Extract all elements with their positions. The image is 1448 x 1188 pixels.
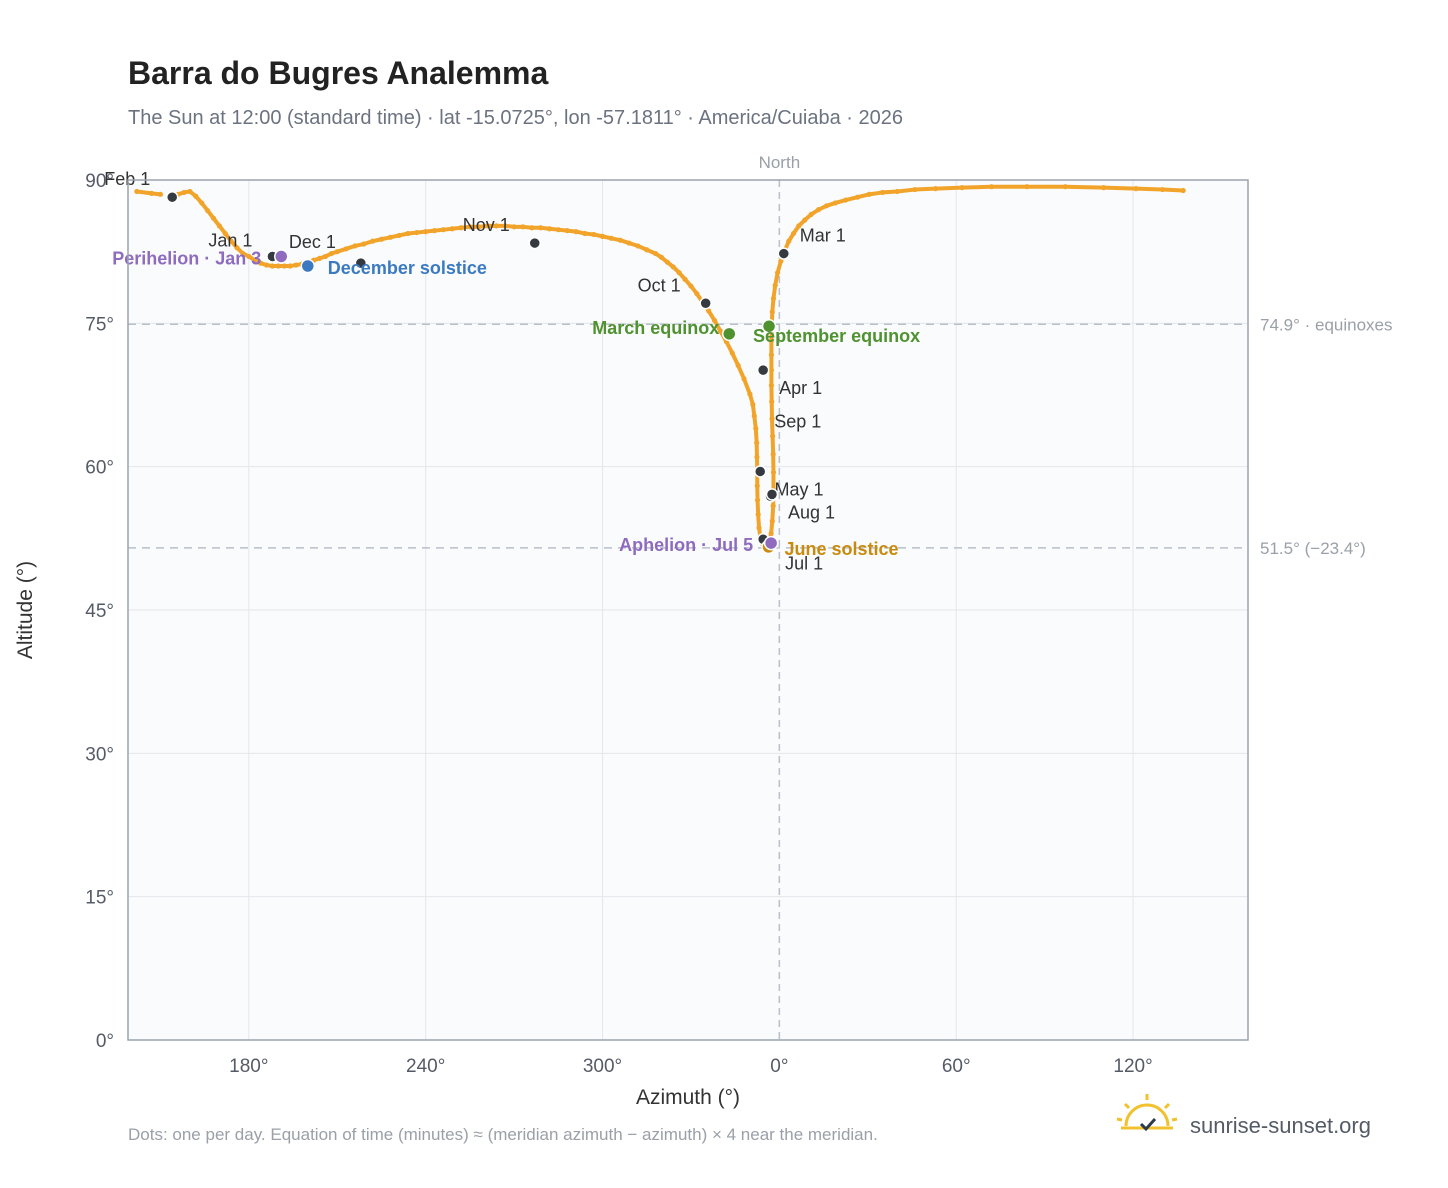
axis-ticks: 180° 240° 300° 0° 60° 120° 0° 15° 30° 45° 60° 75° 90… (85, 171, 1152, 1077)
path-segment (960, 184, 994, 190)
event-label: Perihelion · Jan 3 (112, 248, 261, 268)
month-label: Sep 1 (774, 411, 821, 431)
y-tick-label: 90° (85, 171, 114, 192)
sunrise-check-icon (1116, 1094, 1178, 1132)
month-label: Feb 1 (104, 169, 150, 189)
path-segment (770, 416, 775, 439)
path-segment (1101, 185, 1138, 191)
path-segment (1160, 187, 1186, 193)
event-marker (722, 326, 737, 342)
month-label: May 1 (775, 479, 824, 499)
analemma-path (134, 184, 1186, 550)
reference-lines: 74.9° · equinoxes 51.5° (−23.4°) (128, 180, 1393, 1040)
month-label: Oct 1 (638, 275, 681, 295)
day-dot (1180, 187, 1186, 194)
month-label: Dec 1 (289, 232, 336, 252)
y-tick-label: 60° (85, 458, 114, 479)
month-markers: Jan 1 Feb 1 Mar 1 Apr 1 May 1 Jul 1 Aug 1 Sep 1… (104, 169, 846, 573)
path-segment (770, 434, 776, 457)
x-tick-label: 180° (229, 1056, 268, 1077)
month-marker (753, 465, 767, 478)
x-tick-label: 240° (406, 1056, 445, 1077)
month-marker (756, 363, 770, 377)
path-segment (912, 186, 938, 192)
plot-frame (127, 179, 1249, 1041)
month-marker (765, 488, 779, 501)
y-tick-label: 0° (96, 1031, 114, 1052)
y-tick-label: 45° (85, 601, 114, 622)
event-label: September equinox (753, 326, 920, 346)
reference-line-label: 51.5° (−23.4°) (1260, 539, 1366, 558)
x-tick-label: 300° (583, 1056, 622, 1077)
footnote: Dots: one per day. Equation of time (min… (128, 1125, 878, 1144)
x-tick-label: 0° (770, 1056, 788, 1077)
month-marker (165, 190, 179, 204)
chart-subtitle: The Sun at 12:00 (standard time) · lat -… (128, 107, 903, 129)
y-tick-label: 30° (85, 744, 114, 765)
path-segment (933, 185, 965, 191)
y-tick-label: 75° (85, 314, 114, 335)
reference-line-label: 74.9° · equinoxes (1260, 315, 1393, 334)
path-segment (1134, 186, 1165, 192)
brand-name: sunrise-sunset.org (1190, 1113, 1371, 1138)
event-label: December solstice (328, 258, 487, 278)
month-label: Mar 1 (800, 226, 846, 246)
month-marker (777, 247, 791, 260)
grid-lines (128, 180, 1248, 1040)
path-segment (895, 187, 917, 194)
month-marker (528, 236, 541, 250)
event-marker (274, 249, 289, 264)
meridian-label: North (759, 153, 801, 172)
month-label: Jul 1 (785, 553, 823, 573)
month-marker (354, 256, 368, 270)
event-label: Aphelion · Jul 5 (619, 535, 753, 555)
chart-title: Barra do Bugres Analemma (128, 55, 548, 91)
month-label: Nov 1 (463, 215, 510, 235)
x-tick-label: 60° (942, 1056, 971, 1077)
month-label: Apr 1 (779, 378, 822, 398)
event-label: June solstice (784, 539, 898, 559)
x-tick-label: 120° (1113, 1056, 1152, 1077)
event-markers: Perihelion · Jan 3 December solstice March… (112, 248, 920, 558)
path-segment (1063, 184, 1106, 190)
y-tick-label: 15° (85, 888, 114, 909)
month-label: Jan 1 (208, 230, 252, 250)
day-dot (157, 191, 164, 197)
event-marker (761, 318, 777, 334)
y-axis-label: Altitude (°) (14, 561, 37, 659)
month-label: Aug 1 (788, 502, 835, 522)
event-marker (300, 258, 316, 274)
x-axis-label: Azimuth (°) (636, 1086, 740, 1109)
event-label: March equinox (592, 318, 719, 338)
event-marker (763, 535, 779, 551)
month-marker (699, 297, 712, 310)
path-segment (742, 376, 752, 397)
